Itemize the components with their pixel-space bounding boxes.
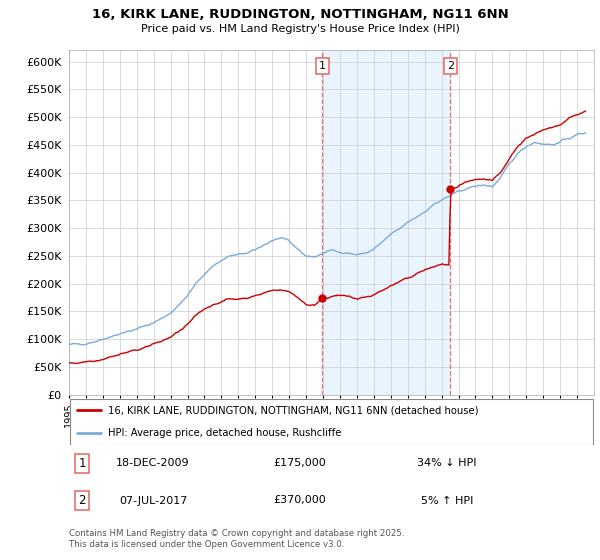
Text: 18-DEC-2009: 18-DEC-2009 [116,459,190,468]
Text: 2: 2 [79,494,86,507]
Text: 07-JUL-2017: 07-JUL-2017 [119,496,187,506]
Text: 2: 2 [447,60,454,71]
Text: £175,000: £175,000 [274,459,326,468]
Text: Contains HM Land Registry data © Crown copyright and database right 2025.
This d: Contains HM Land Registry data © Crown c… [69,529,404,549]
Text: HPI: Average price, detached house, Rushcliffe: HPI: Average price, detached house, Rush… [109,428,342,438]
Text: 1: 1 [319,60,326,71]
Text: 16, KIRK LANE, RUDDINGTON, NOTTINGHAM, NG11 6NN (detached house): 16, KIRK LANE, RUDDINGTON, NOTTINGHAM, N… [109,405,479,416]
FancyBboxPatch shape [70,399,593,445]
Text: £370,000: £370,000 [274,496,326,506]
Text: 5% ↑ HPI: 5% ↑ HPI [421,496,473,506]
Text: 34% ↓ HPI: 34% ↓ HPI [417,459,477,468]
Text: 1: 1 [79,457,86,470]
Text: Price paid vs. HM Land Registry's House Price Index (HPI): Price paid vs. HM Land Registry's House … [140,24,460,34]
Text: 16, KIRK LANE, RUDDINGTON, NOTTINGHAM, NG11 6NN: 16, KIRK LANE, RUDDINGTON, NOTTINGHAM, N… [92,8,508,21]
Bar [322,50,451,395]
